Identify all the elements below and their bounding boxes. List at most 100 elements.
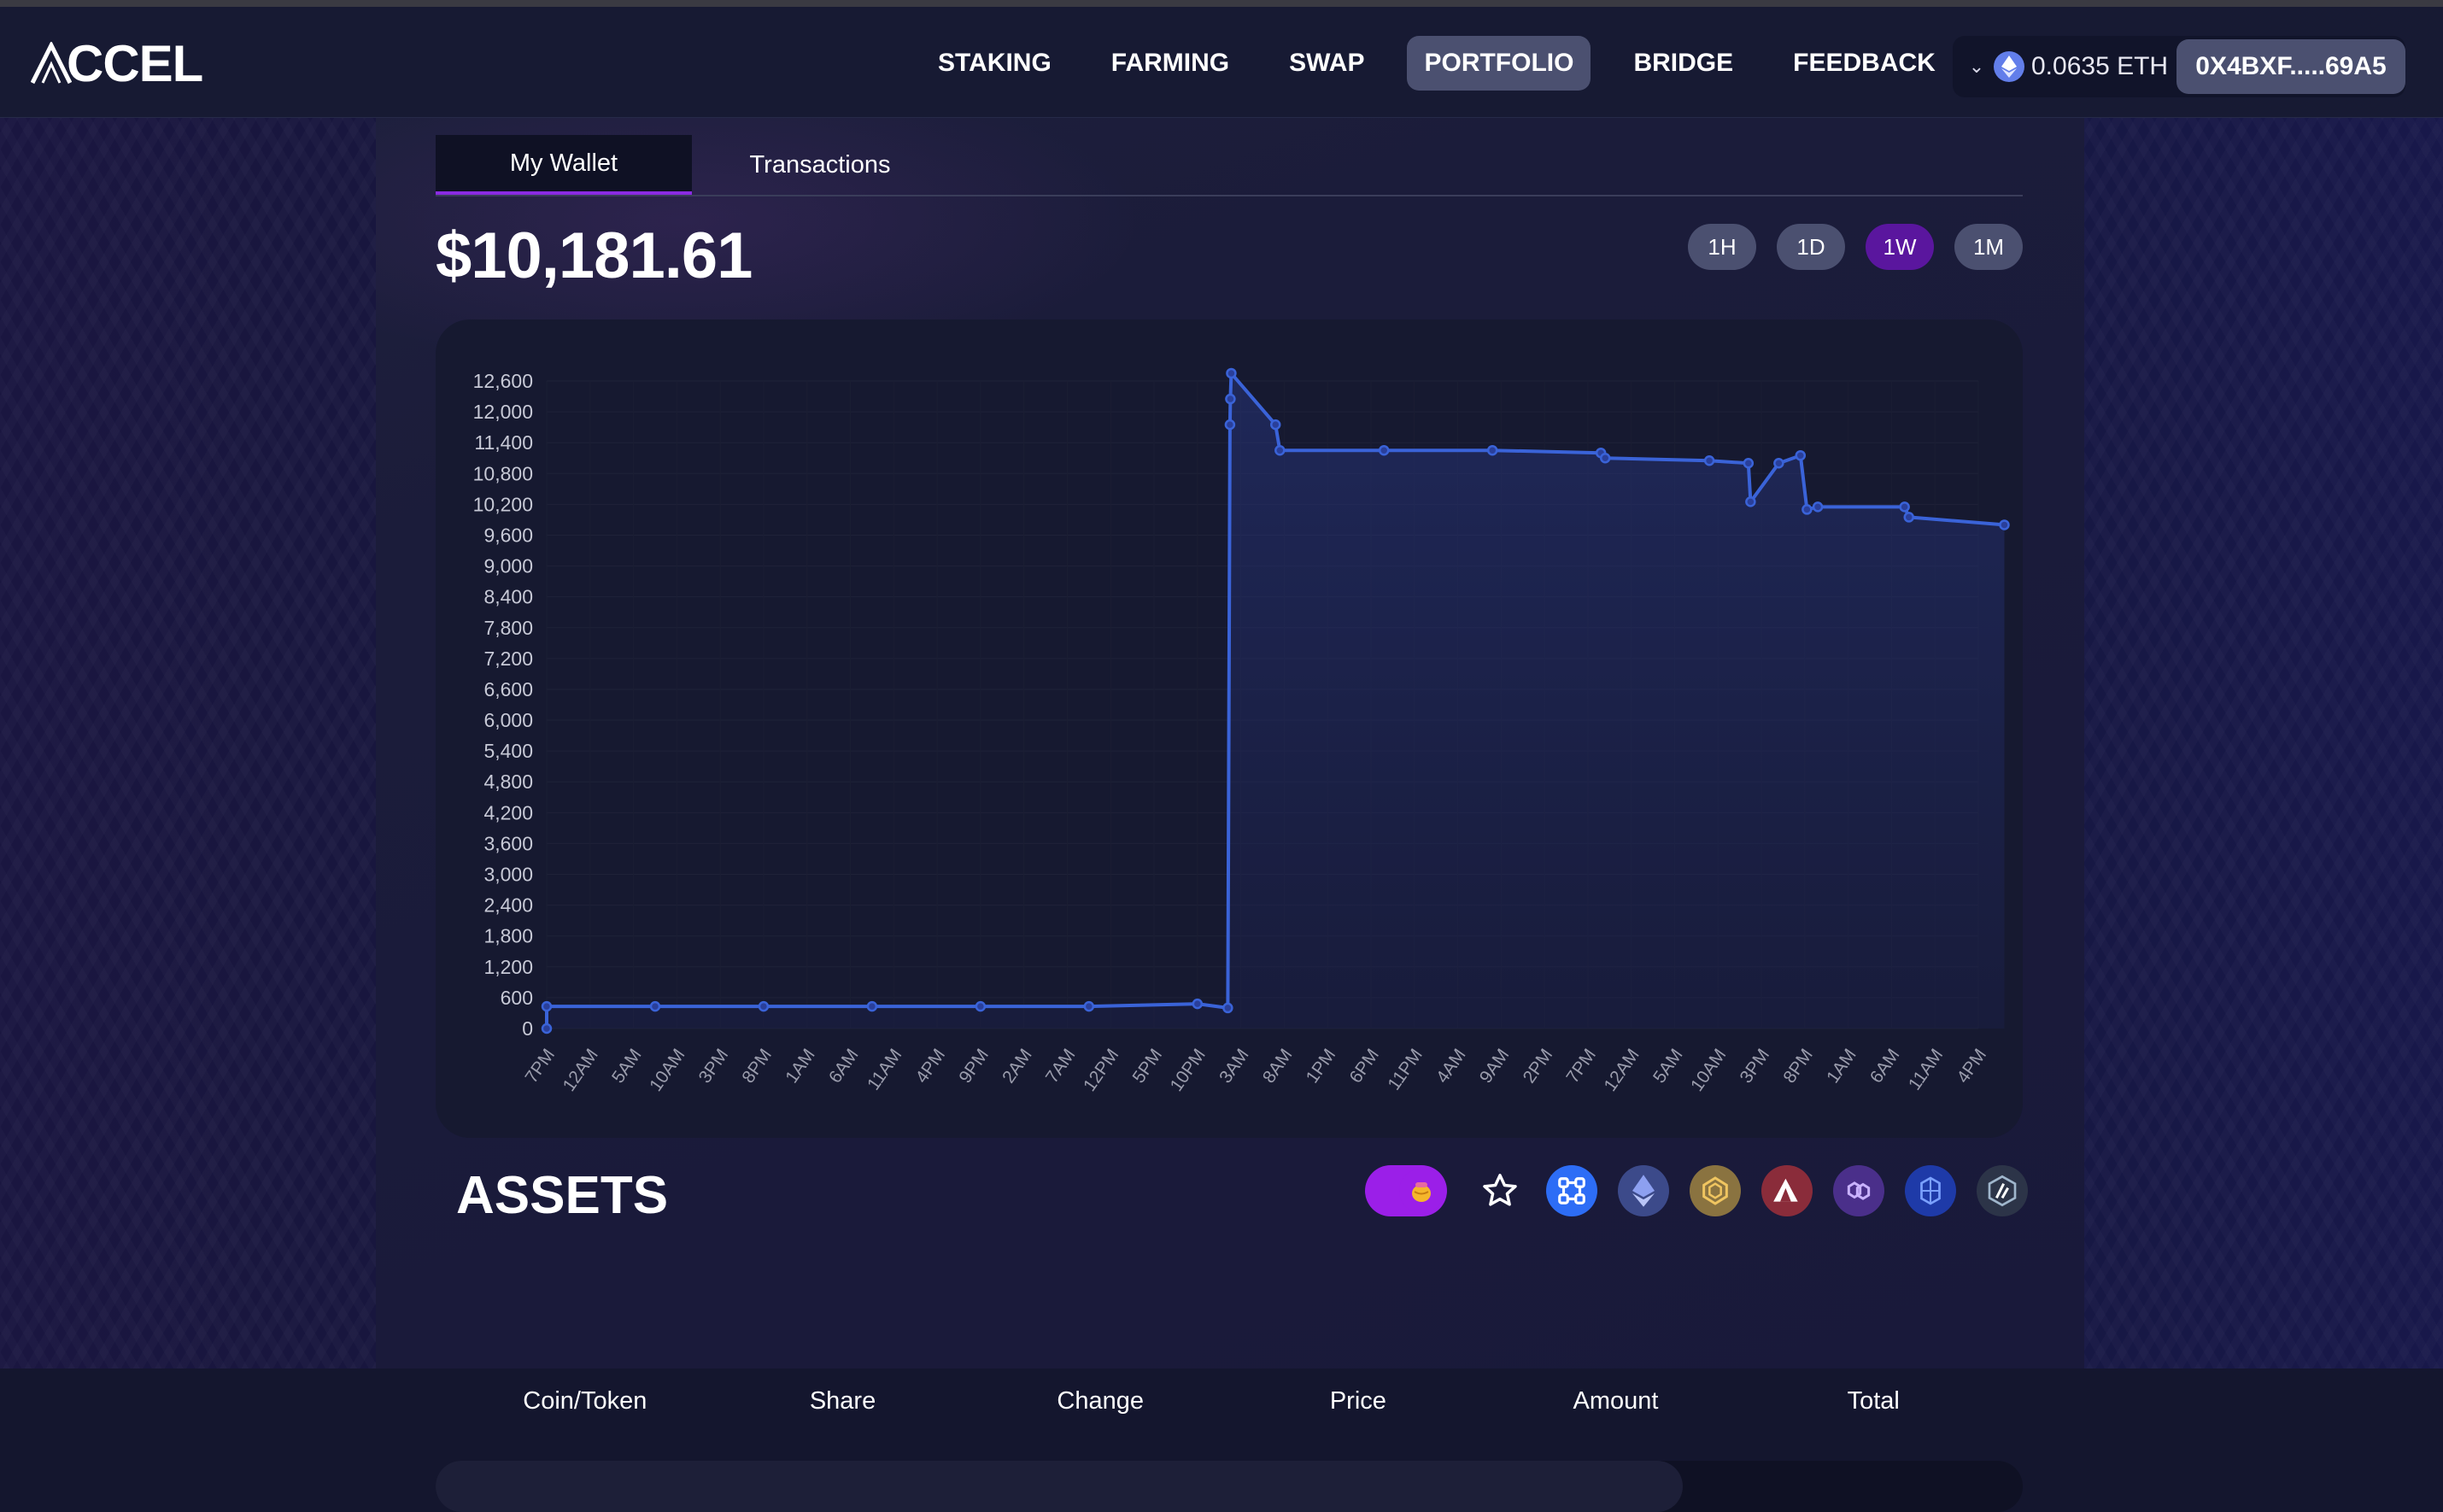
y-tick-label: 5,400 [483, 740, 533, 762]
y-tick-label: 11,400 [474, 431, 533, 454]
data-point[interactable] [1269, 419, 1281, 431]
x-tick-label: 10PM [1167, 1046, 1210, 1095]
y-tick-label: 6,600 [483, 678, 533, 700]
x-tick-label: 4PM [912, 1046, 950, 1087]
logo-text: CCEL [67, 34, 203, 92]
data-point[interactable] [1999, 519, 2010, 530]
assets-table-header: Coin/Token Share Change Price Amount Tot… [456, 1387, 2002, 1430]
portfolio-tabs: My Wallet Transactions [436, 135, 2023, 196]
data-point[interactable] [1703, 454, 1715, 466]
avalanche-icon[interactable] [1761, 1165, 1813, 1216]
tab-transactions[interactable]: Transactions [749, 150, 891, 179]
nav-farming[interactable]: FARMING [1110, 49, 1230, 77]
data-point[interactable] [1899, 501, 1910, 513]
column-coin-token[interactable]: Coin/Token [523, 1387, 647, 1415]
column-change[interactable]: Change [1057, 1387, 1144, 1415]
data-point[interactable] [975, 1000, 987, 1012]
x-tick-label: 3PM [695, 1046, 733, 1087]
y-tick-label: 2,400 [483, 894, 533, 917]
x-tick-label: 7PM [521, 1046, 559, 1087]
y-tick-label: 1,200 [483, 956, 533, 978]
all-chains-icon[interactable] [1546, 1165, 1597, 1216]
x-tick-label: 6AM [1866, 1046, 1904, 1087]
series-line [545, 372, 2005, 1029]
x-tick-label: 7PM [1562, 1046, 1600, 1087]
range-1d-button[interactable]: 1D [1777, 224, 1845, 270]
assets-heading: ASSETS [456, 1166, 669, 1225]
data-point[interactable] [1378, 444, 1390, 456]
data-point[interactable] [1599, 452, 1611, 464]
data-point[interactable] [1486, 444, 1498, 456]
toggle-knob [1399, 1169, 1444, 1213]
arbitrum-icon[interactable] [1977, 1165, 2028, 1216]
favorites-star-icon[interactable] [1474, 1165, 1526, 1216]
x-tick-label: 12PM [1080, 1046, 1122, 1095]
x-tick-label: 8PM [1779, 1046, 1817, 1087]
data-point[interactable] [1812, 501, 1824, 513]
fantom-icon[interactable] [1905, 1165, 1956, 1216]
data-point[interactable] [1224, 419, 1236, 431]
column-amount[interactable]: Amount [1573, 1387, 1659, 1415]
column-total[interactable]: Total [1847, 1387, 1900, 1415]
data-point[interactable] [541, 1023, 553, 1034]
nav-bridge[interactable]: BRIDGE [1633, 49, 1734, 77]
column-price[interactable]: Price [1329, 1387, 1386, 1415]
x-tick-label: 5AM [608, 1046, 646, 1087]
x-tick-label: 8AM [1259, 1046, 1297, 1087]
accel-logo[interactable]: CCEL [31, 34, 203, 92]
data-point[interactable] [1274, 444, 1286, 456]
x-tick-label: 8PM [738, 1046, 776, 1087]
nav-feedback[interactable]: FEEDBACK [1793, 49, 1936, 77]
x-tick-label: 11PM [1384, 1046, 1426, 1094]
y-tick-label: 10,200 [473, 493, 533, 515]
data-point[interactable] [649, 1000, 661, 1012]
y-tick-label: 4,800 [483, 771, 533, 793]
bnb-icon[interactable] [1690, 1165, 1741, 1216]
network-dropdown-chevron-icon[interactable]: ⌄ [1968, 56, 1985, 77]
data-point[interactable] [1745, 496, 1756, 507]
data-point[interactable] [1226, 367, 1237, 379]
x-tick-label: 3AM [1216, 1046, 1253, 1087]
x-tick-label: 5PM [1129, 1046, 1167, 1087]
x-tick-label: 7AM [1042, 1046, 1080, 1087]
top-nav-bar: CCEL STAKING FARMING SWAP PORTFOLIO BRID… [0, 7, 2443, 118]
data-point[interactable] [1083, 1000, 1095, 1012]
data-point[interactable] [866, 1000, 878, 1012]
y-tick-label: 0 [522, 1017, 533, 1040]
x-tick-label: 4PM [1953, 1046, 1990, 1087]
nav-portfolio[interactable]: PORTFOLIO [1407, 36, 1591, 91]
x-tick-label: 12AM [1600, 1046, 1643, 1095]
x-tick-label: 3PM [1737, 1046, 1774, 1087]
x-tick-label: 2AM [999, 1046, 1036, 1087]
x-tick-label: 11AM [864, 1046, 905, 1094]
y-tick-label: 7,200 [483, 648, 533, 670]
range-1m-button[interactable]: 1M [1954, 224, 2023, 270]
x-tick-label: 12AM [559, 1046, 602, 1095]
window-top-border [0, 0, 2443, 7]
nav-swap[interactable]: SWAP [1289, 49, 1365, 77]
data-point[interactable] [1225, 393, 1236, 405]
polygon-icon[interactable] [1833, 1165, 1884, 1216]
x-tick-label: 1PM [1303, 1046, 1340, 1087]
data-point[interactable] [1192, 998, 1204, 1010]
data-point[interactable] [1795, 449, 1807, 461]
wallet-address-button[interactable]: 0X4BXF.....69A5 [2176, 39, 2405, 94]
tab-my-wallet[interactable]: My Wallet [436, 135, 692, 195]
y-tick-label: 8,400 [483, 586, 533, 608]
nav-staking[interactable]: STAKING [938, 49, 1052, 77]
hide-small-balances-toggle[interactable] [1365, 1165, 1447, 1216]
ethereum-icon[interactable] [1618, 1165, 1669, 1216]
data-point[interactable] [1903, 512, 1914, 523]
data-point[interactable] [1801, 504, 1813, 515]
data-point[interactable] [758, 1000, 770, 1012]
range-1h-button[interactable]: 1H [1688, 224, 1756, 270]
range-1w-button[interactable]: 1W [1866, 224, 1934, 270]
x-tick-label: 9AM [1476, 1046, 1514, 1087]
asset-table-row[interactable] [436, 1461, 2023, 1512]
data-point[interactable] [1773, 458, 1784, 469]
y-tick-label: 600 [501, 987, 533, 1009]
column-share[interactable]: Share [809, 1387, 876, 1415]
data-point[interactable] [1743, 458, 1755, 469]
data-point[interactable] [541, 1000, 553, 1012]
data-point[interactable] [1222, 1002, 1233, 1014]
